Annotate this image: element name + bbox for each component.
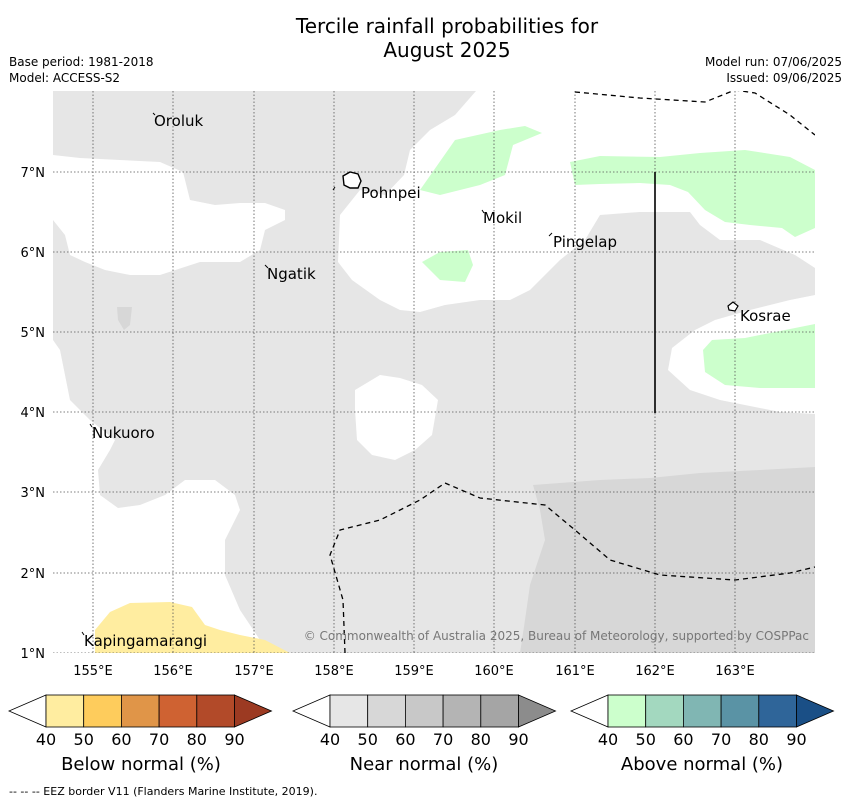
colorbar-cell — [442, 694, 482, 728]
colorbar-low-extension — [291, 694, 331, 728]
lat-tick-label: 1°N — [21, 647, 46, 662]
colorbar-tick-label: 40 — [319, 730, 341, 749]
colorbars — [7, 694, 835, 728]
colorbar-tick-label: 80 — [470, 730, 491, 749]
colorbar-tick-label: 40 — [35, 730, 57, 749]
colorbar-tick-label: 90 — [786, 730, 807, 749]
lat-tick-label: 6°N — [21, 246, 46, 261]
colorbar-near-label: Near normal (%) — [349, 754, 499, 775]
colorbar-above-label: Above normal (%) — [620, 754, 784, 775]
above-normal-patch-north — [420, 126, 542, 195]
colorbar-tick-label: 60 — [673, 730, 694, 749]
title-line-1: Tercile rainfall probabilities for — [295, 14, 599, 38]
label-pohnpei: Pohnpei — [361, 184, 421, 202]
colorbar-tick-label: 70 — [710, 730, 732, 749]
longitude-labels: 155°E 156°E 157°E 158°E 159°E 160°E 161°E 162°E… — [73, 664, 755, 679]
colorbar-tick-label: 70 — [432, 730, 454, 749]
label-nukuoro: Nukuoro — [92, 424, 155, 442]
colorbar-tick-label: 80 — [748, 730, 769, 749]
label-oroluk: Oroluk — [154, 112, 203, 130]
kosrae-island — [727, 301, 739, 312]
lon-tick-label: 163°E — [715, 664, 755, 679]
lat-tick-label: 7°N — [21, 166, 46, 181]
colorbar-high-extension — [796, 694, 835, 728]
colorbar-tick-label: 80 — [186, 730, 207, 749]
eez-footnote: -- -- -- EEZ border V11 (Flanders Marine… — [9, 785, 318, 798]
above-normal-patch-kosrae — [703, 324, 815, 388]
colorbar-0 — [7, 694, 273, 728]
colorbar-tick-label: 60 — [111, 730, 132, 749]
eez-border-south — [329, 482, 815, 653]
label-ngatik: Ngatik — [267, 265, 316, 283]
eez-border-north — [574, 91, 815, 136]
model-run: Model run: 07/06/2025 — [704, 55, 842, 69]
colorbar-low-extension — [7, 694, 47, 728]
label-kosrae: Kosrae — [740, 307, 791, 325]
colorbar-tick-label: 60 — [395, 730, 416, 749]
colorbar-cell — [645, 694, 684, 728]
lat-tick-label: 2°N — [21, 567, 46, 582]
lon-tick-label: 155°E — [73, 664, 113, 679]
colorbar-cell — [367, 694, 406, 728]
near-normal-50-region — [520, 467, 815, 653]
colorbar-cell — [329, 694, 369, 728]
colorbar-tick-label: 90 — [508, 730, 529, 749]
map-area: Oroluk Pohnpei Mokil Pingelap Ngatik Kos… — [53, 91, 815, 653]
colorbar-cell — [45, 694, 85, 728]
base-period: Base period: 1981-2018 — [9, 55, 154, 69]
colorbar-cell — [607, 694, 647, 728]
lat-tick-label: 3°N — [21, 486, 46, 501]
colorbar-1 — [291, 694, 557, 728]
colorbar-below-label: Below normal (%) — [61, 754, 221, 775]
colorbar-tick-label: 40 — [597, 730, 619, 749]
colorbar-cell — [196, 694, 235, 728]
lon-tick-label: 158°E — [314, 664, 354, 679]
colorbar-high-extension — [234, 694, 273, 728]
map-title: Tercile rainfall probabilities for Augus… — [0, 14, 850, 62]
colorbar-cell — [480, 694, 519, 728]
colorbar-cell — [683, 694, 722, 728]
issued-date: Issued: 09/06/2025 — [726, 71, 842, 85]
colorbar-cell — [158, 694, 198, 728]
colorbar-cell — [121, 694, 160, 728]
colorbar-high-extension — [518, 694, 557, 728]
copyright-credit: © Commonwealth of Australia 2025, Bureau… — [304, 629, 809, 643]
lon-tick-label: 160°E — [474, 664, 514, 679]
title-line-2: August 2025 — [383, 38, 511, 62]
lon-tick-label: 156°E — [153, 664, 193, 679]
colorbar-low-extension — [569, 694, 609, 728]
lon-tick-label: 161°E — [555, 664, 595, 679]
colorbar-tick-label: 50 — [357, 730, 378, 749]
lat-tick-label: 5°N — [21, 326, 46, 341]
colorbar-2 — [569, 694, 835, 728]
latitude-labels: 7°N 6°N 5°N 4°N 3°N 2°N 1°N — [21, 166, 46, 662]
colorbar-tick-label: 90 — [224, 730, 245, 749]
colorbar-tick-label: 70 — [148, 730, 170, 749]
meta-left: Base period: 1981-2018 Model: ACCESS-S2 — [9, 54, 154, 86]
lon-tick-label: 159°E — [394, 664, 434, 679]
above-normal-patch-center — [422, 250, 473, 282]
atoll-markers — [81, 112, 553, 636]
label-mokil: Mokil — [483, 209, 522, 227]
label-pingelap: Pingelap — [553, 233, 617, 251]
meta-right: Model run: 07/06/2025 Issued: 09/06/2025 — [705, 54, 842, 86]
colorbar-tick-label: 50 — [635, 730, 656, 749]
colorbar-cell — [83, 694, 122, 728]
colorbar-tick-label: 50 — [73, 730, 94, 749]
lat-tick-label: 4°N — [21, 406, 46, 421]
below-normal-patch — [95, 602, 290, 653]
colorbar-cell — [720, 694, 760, 728]
lon-tick-label: 157°E — [234, 664, 274, 679]
near-normal-notch — [117, 307, 132, 330]
model-name: Model: ACCESS-S2 — [9, 71, 121, 85]
label-kapingamarangi: Kapingamarangi — [84, 632, 207, 650]
lon-tick-label: 162°E — [635, 664, 675, 679]
colorbar-cell — [404, 694, 444, 728]
graticule — [53, 91, 815, 653]
pohnpei-island — [342, 171, 362, 189]
colorbar-cell — [758, 694, 797, 728]
